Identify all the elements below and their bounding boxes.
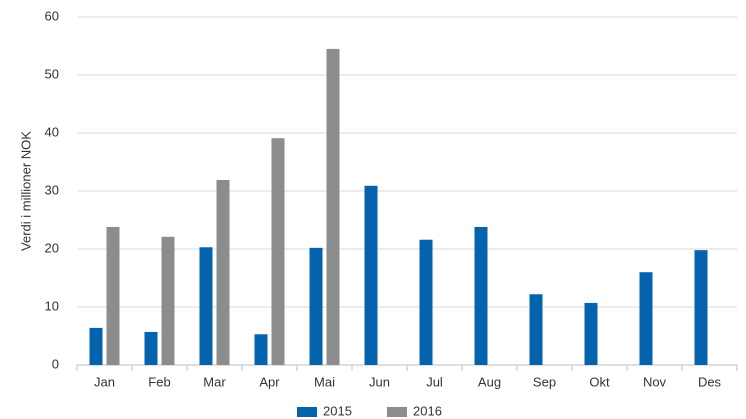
x-tick-label: Feb: [148, 374, 170, 389]
bar: [199, 247, 213, 365]
bar: [584, 302, 598, 365]
bar: [474, 226, 488, 365]
x-tick-label: Des: [698, 374, 722, 389]
bar: [529, 294, 543, 365]
bar: [326, 48, 340, 366]
y-tick-label: 10: [45, 298, 59, 313]
x-tick-label: Mar: [203, 374, 226, 389]
bar: [694, 250, 708, 365]
y-axis-label: Verdi i millioner NOK: [18, 131, 33, 251]
bar: [309, 247, 323, 365]
y-tick-label: 60: [45, 8, 59, 23]
x-tick-label: Apr: [259, 374, 280, 389]
bar: [161, 236, 175, 365]
x-tick-label: Jun: [369, 374, 390, 389]
y-tick-label: 0: [52, 356, 59, 371]
bar: [364, 185, 378, 365]
x-tick-label: Mai: [314, 374, 335, 389]
legend-swatch: [387, 407, 407, 417]
x-tick-label: Sep: [533, 374, 556, 389]
x-tick-label: Jan: [94, 374, 115, 389]
legend-label: 2016: [413, 403, 442, 418]
y-tick-label: 30: [45, 182, 59, 197]
bar: [419, 239, 433, 365]
legend-swatch: [297, 407, 317, 417]
bar: [89, 327, 103, 365]
y-tick-label: 40: [45, 124, 59, 139]
x-tick-label: Nov: [643, 374, 667, 389]
bar: [639, 272, 653, 365]
bar: [216, 179, 230, 365]
y-tick-label: 20: [45, 240, 59, 255]
x-tick-label: Aug: [478, 374, 501, 389]
bar: [254, 334, 268, 365]
y-tick-label: 50: [45, 66, 59, 81]
bar: [271, 138, 285, 365]
x-tick-label: Okt: [589, 374, 610, 389]
bar: [106, 226, 120, 365]
legend-label: 2015: [323, 403, 352, 418]
bar: [144, 331, 158, 365]
x-tick-label: Jul: [426, 374, 443, 389]
